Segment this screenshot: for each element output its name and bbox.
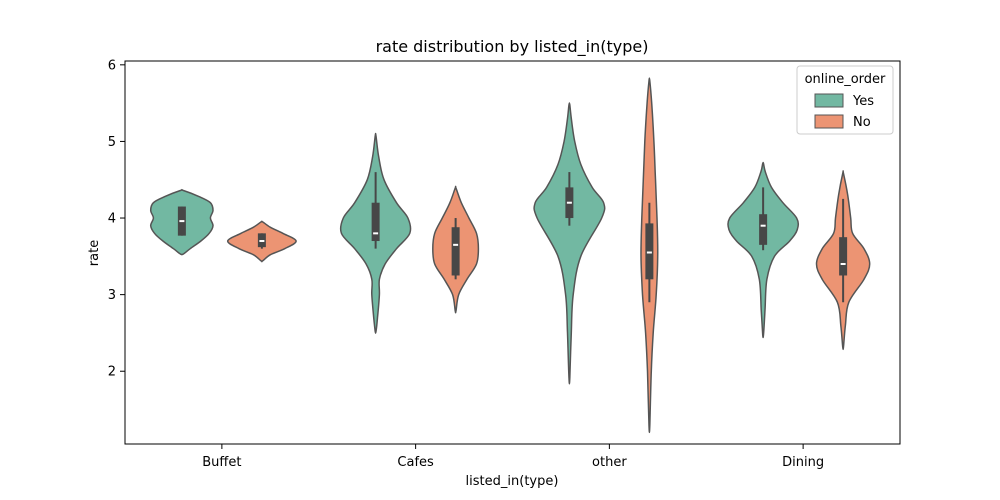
x-axis-label: listed_in(type): [466, 474, 559, 489]
legend: online_order Yes No: [796, 65, 894, 135]
violin-iqr-box: [839, 237, 848, 276]
legend-swatch-no: [814, 114, 844, 129]
axes-frame: [124, 60, 901, 445]
violin-yes-cafes: [339, 132, 412, 334]
violin-iqr-box: [759, 214, 768, 245]
legend-label-no: No: [853, 115, 871, 130]
x-tick-label: Cafes: [397, 455, 434, 470]
legend-label-yes: Yes: [852, 94, 874, 109]
y-axis-label: rate: [87, 240, 102, 266]
y-tick-label: 2: [108, 365, 116, 380]
y-tick-label: 3: [108, 288, 116, 303]
y-tick-label: 6: [108, 58, 116, 73]
y-tick-label: 4: [108, 212, 116, 227]
x-tick-label: Buffet: [202, 455, 241, 470]
violin-yes-other: [533, 102, 606, 385]
violin-body: [533, 102, 606, 385]
violin-no-dining: [815, 170, 871, 351]
legend-title: online_order: [805, 72, 886, 87]
violin-no-buffet: [226, 220, 297, 263]
violin-iqr-box: [645, 223, 654, 280]
violin-yes-dining: [727, 161, 800, 339]
violin-yes-buffet: [149, 188, 214, 256]
legend-swatch-yes: [814, 93, 844, 108]
y-tick-label: 5: [108, 135, 116, 150]
violin-iqr-box: [451, 227, 460, 276]
x-tick-label: Dining: [782, 455, 824, 470]
violin-no-other: [640, 77, 659, 434]
chart-title: rate distribution by listed_in(type): [376, 37, 649, 57]
plot-area: [149, 77, 871, 434]
axes: Buffet Cafes other Dining 2 3 4 5 6: [108, 58, 824, 470]
violin-iqr-box: [371, 202, 380, 242]
violin-no-cafes: [432, 185, 480, 314]
x-tick-label: other: [592, 455, 627, 470]
